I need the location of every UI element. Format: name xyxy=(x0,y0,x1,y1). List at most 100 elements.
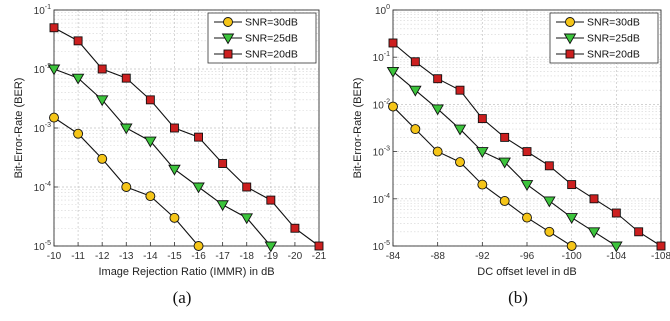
data-point xyxy=(169,212,180,223)
legend: SNR=30dB SNR=25dB SNR=20dB xyxy=(207,12,317,64)
data-point xyxy=(73,128,84,139)
x-tick-labels: -84 -88 -92 -96 -100 -104 -108 xyxy=(386,251,670,262)
x-tick-label: -92 xyxy=(475,251,490,262)
data-point xyxy=(170,123,179,133)
data-point xyxy=(433,74,443,84)
y-tick-label: 10-4 xyxy=(373,193,390,206)
legend-label: SNR=30dB xyxy=(587,17,640,29)
data-point xyxy=(565,213,578,224)
x-tick-labels: -10 -11 -12 -13 -14 -15 -16 -17 -18 -19 -20 -21 xyxy=(47,251,327,262)
data-point xyxy=(47,64,61,76)
data-point xyxy=(168,164,181,176)
data-point xyxy=(498,157,511,169)
chart-b: -84 -88 -92 -96 -100 -104 -108 10-5 10-4 10-3 10-2… xyxy=(352,4,670,278)
data-point xyxy=(544,161,554,171)
data-point xyxy=(432,146,443,157)
y-tick-label: 10-3 xyxy=(34,122,51,135)
data-point xyxy=(567,180,577,190)
data-point xyxy=(145,191,156,202)
data-point xyxy=(97,64,107,74)
data-point xyxy=(97,153,108,164)
x-tick-label: -15 xyxy=(167,251,182,262)
legend-marker xyxy=(565,49,575,59)
data-point xyxy=(587,227,601,239)
legend-label: SNR=30dB xyxy=(245,17,298,29)
y-tick-label: 10-5 xyxy=(34,240,51,253)
data-point xyxy=(193,241,204,251)
data-point xyxy=(386,66,400,78)
chart-a: -10 -11 -12 -13 -14 -15 -16 -17 -18 -19 -20 -21 10-5… xyxy=(13,4,327,278)
x-tick-label: -18 xyxy=(240,251,255,262)
series-snr-25db xyxy=(386,66,623,253)
x-axis-label: DC offset level in dB xyxy=(477,266,576,278)
legend-label: SNR=25dB xyxy=(245,33,298,45)
data-point xyxy=(216,200,229,212)
data-point xyxy=(410,124,421,135)
series-snr-20db xyxy=(49,23,324,251)
y-tick-label: 10-2 xyxy=(373,98,390,111)
data-point xyxy=(522,147,532,157)
y-axis-label: Bit-Error-Rate (BER) xyxy=(352,78,364,179)
data-point xyxy=(453,124,467,136)
data-point xyxy=(314,241,324,251)
legend-marker xyxy=(563,33,577,45)
data-point xyxy=(71,73,85,85)
data-point xyxy=(520,180,534,191)
data-point xyxy=(121,182,132,192)
data-point xyxy=(476,147,489,158)
legend-label: SNR=20dB xyxy=(587,49,640,61)
x-tick-label: -16 xyxy=(191,251,206,262)
x-tick-label: -88 xyxy=(430,251,445,262)
data-point xyxy=(95,95,109,107)
data-point xyxy=(455,85,465,95)
data-point xyxy=(290,223,300,233)
data-point xyxy=(49,23,59,33)
data-point xyxy=(543,196,556,208)
x-axis-label: Image Rejection Ratio (IMMR) in dB xyxy=(98,266,274,278)
data-point xyxy=(121,73,131,83)
data-point xyxy=(455,157,465,168)
x-tick-label: -14 xyxy=(143,251,158,262)
x-tick-label: -104 xyxy=(606,251,626,262)
x-tick-label: -84 xyxy=(386,251,401,262)
x-tick-label: -96 xyxy=(520,251,535,262)
y-tick-label: 10-3 xyxy=(373,146,390,159)
data-point xyxy=(410,57,420,67)
x-tick-label: -19 xyxy=(264,251,279,262)
data-point xyxy=(589,194,599,204)
data-point xyxy=(431,104,444,116)
data-point xyxy=(611,208,621,218)
series-line xyxy=(53,27,320,247)
caption-b: (b) xyxy=(508,288,528,307)
data-point xyxy=(119,123,133,135)
data-point xyxy=(610,241,623,253)
legend-label: SNR=25dB xyxy=(587,33,640,45)
series-line xyxy=(53,68,272,247)
data-point xyxy=(145,95,155,105)
y-tick-labels: 10-5 10-4 10-3 10-2 10-1 xyxy=(34,4,51,253)
data-point xyxy=(192,182,205,194)
legend: SNR=30dB SNR=25dB SNR=20dB xyxy=(549,12,659,64)
data-point xyxy=(240,213,254,225)
legend-marker xyxy=(223,17,233,27)
caption-a: (a) xyxy=(172,288,192,307)
data-point xyxy=(566,241,577,251)
legend-label: SNR=20dB xyxy=(245,49,298,61)
y-tick-label: 10-4 xyxy=(34,181,51,194)
data-point xyxy=(242,182,252,192)
data-point xyxy=(264,241,278,253)
y-tick-labels: 10-5 10-4 10-3 10-2 10-1 100 xyxy=(373,4,390,253)
data-point xyxy=(49,112,59,123)
data-point xyxy=(73,36,83,46)
data-point xyxy=(522,212,532,223)
y-tick-label: 10-1 xyxy=(34,4,51,17)
legend-marker xyxy=(223,49,233,59)
series-snr-20db xyxy=(388,38,666,251)
x-tick-label: -20 xyxy=(288,251,303,262)
data-point xyxy=(544,226,555,237)
data-point xyxy=(656,241,666,251)
data-point xyxy=(388,38,398,48)
y-tick-label: 100 xyxy=(375,4,390,17)
data-point xyxy=(500,132,510,142)
